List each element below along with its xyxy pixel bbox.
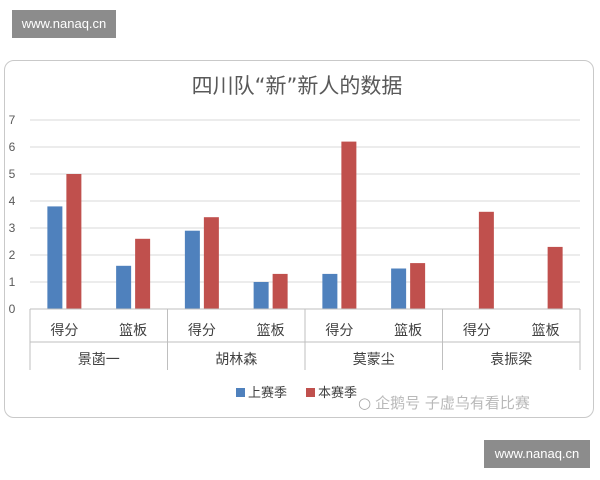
y-tick-label: 6	[9, 140, 16, 154]
bar-this-season	[272, 273, 288, 309]
x-group-label: 胡林森	[215, 352, 257, 368]
y-tick-label: 0	[9, 302, 16, 316]
bar-last-season	[116, 265, 132, 309]
y-tick-label: 1	[9, 275, 16, 289]
y-tick-label: 7	[9, 113, 16, 127]
bars	[47, 141, 563, 309]
bar-this-season	[478, 211, 494, 309]
bar-this-season	[547, 246, 563, 309]
bar-last-season	[47, 206, 63, 309]
x-category-label: 篮板	[532, 323, 560, 339]
x-category-label: 篮板	[257, 323, 285, 339]
x-category-label: 得分	[325, 322, 353, 339]
social-watermark-text: 企鹅号 子虚乌有看比赛	[375, 394, 530, 412]
y-tick-label: 5	[9, 167, 16, 181]
legend: 上赛季 本赛季	[236, 385, 357, 401]
y-axis-ticks: 0 1 2 3 4 5 6 7	[9, 113, 16, 316]
x-category-label: 篮板	[119, 323, 147, 339]
legend-swatch	[306, 388, 315, 397]
y-tick-label: 2	[9, 248, 16, 262]
x-category-label: 篮板	[394, 323, 422, 339]
bar-last-season	[253, 282, 269, 309]
bar-this-season	[66, 174, 82, 309]
x-category-label: 得分	[188, 322, 216, 339]
legend-label: 上赛季	[248, 385, 287, 401]
bar-this-season	[203, 217, 219, 309]
x-group-label: 袁振梁	[490, 352, 532, 368]
x-category-label: 得分	[463, 322, 491, 339]
bar-last-season	[322, 273, 338, 309]
gridlines	[30, 119, 580, 310]
legend-swatch	[236, 388, 245, 397]
social-watermark: ○ 企鹅号 子虚乌有看比赛	[358, 392, 530, 413]
bar-last-season	[391, 268, 407, 309]
y-tick-label: 3	[9, 221, 16, 235]
bar-this-season	[135, 238, 151, 309]
watermark-bottom: www.nanaq.cn	[484, 440, 590, 468]
legend-label: 本赛季	[318, 385, 357, 401]
bar-last-season	[184, 230, 200, 309]
x-group-label: 景菡一	[78, 352, 120, 368]
chart-title: 四川队“新”新人的数据	[192, 74, 403, 98]
x-category-label: 得分	[50, 322, 78, 339]
penguin-icon: ○	[358, 394, 372, 412]
bar-this-season	[341, 141, 357, 309]
bar-this-season	[410, 263, 426, 309]
y-tick-label: 4	[9, 194, 16, 208]
x-group-label: 莫蒙尘	[353, 352, 395, 368]
watermark-top: www.nanaq.cn	[12, 10, 116, 38]
